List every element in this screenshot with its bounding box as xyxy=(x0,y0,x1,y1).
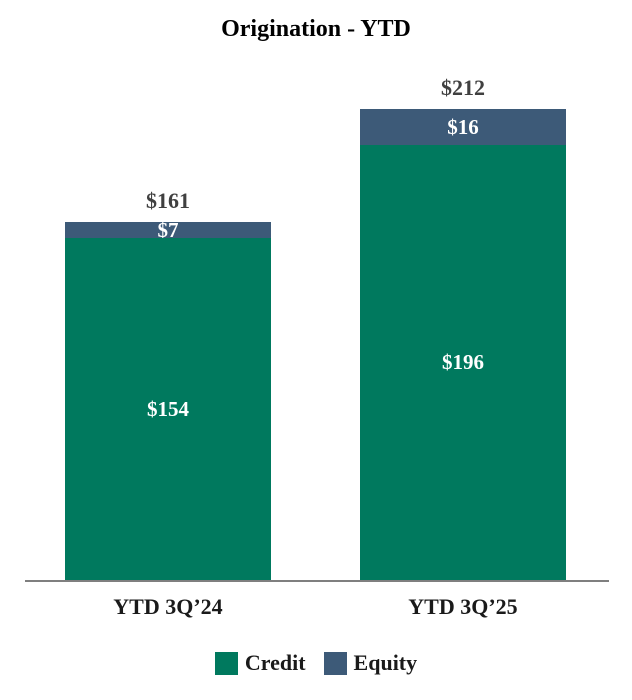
chart-title: Origination - YTD xyxy=(221,16,411,42)
legend-item-credit: Credit xyxy=(214,650,306,676)
legend-swatch-equity-icon xyxy=(323,651,347,675)
x-tick-label-ytd-3q25: YTD 3Q’25 xyxy=(408,594,518,619)
legend-swatch-credit-icon xyxy=(214,651,238,675)
equity-segment-bar-2: $16 xyxy=(360,109,566,145)
credit-segment-bar-1: $154 xyxy=(65,238,271,580)
legend: Credit Equity xyxy=(0,650,632,676)
x-tick-label-ytd-3q24: YTD 3Q’24 xyxy=(113,594,223,619)
x-axis-line xyxy=(25,580,609,582)
plot-area: $7 $154 $161 $16 $196 $212 xyxy=(25,75,609,580)
stacked-bar-2: $16 $196 xyxy=(360,109,566,580)
total-label-bar-1: $161 xyxy=(146,188,190,213)
total-label-bar-2: $212 xyxy=(441,75,485,100)
legend-label-equity: Equity xyxy=(353,650,418,675)
stacked-bar-1: $7 $154 xyxy=(65,219,271,580)
equity-segment-bar-1: $7 xyxy=(65,219,271,240)
legend-label-credit: Credit xyxy=(244,650,306,675)
credit-segment-bar-2: $196 xyxy=(360,145,566,580)
legend-item-equity: Equity xyxy=(323,650,418,676)
